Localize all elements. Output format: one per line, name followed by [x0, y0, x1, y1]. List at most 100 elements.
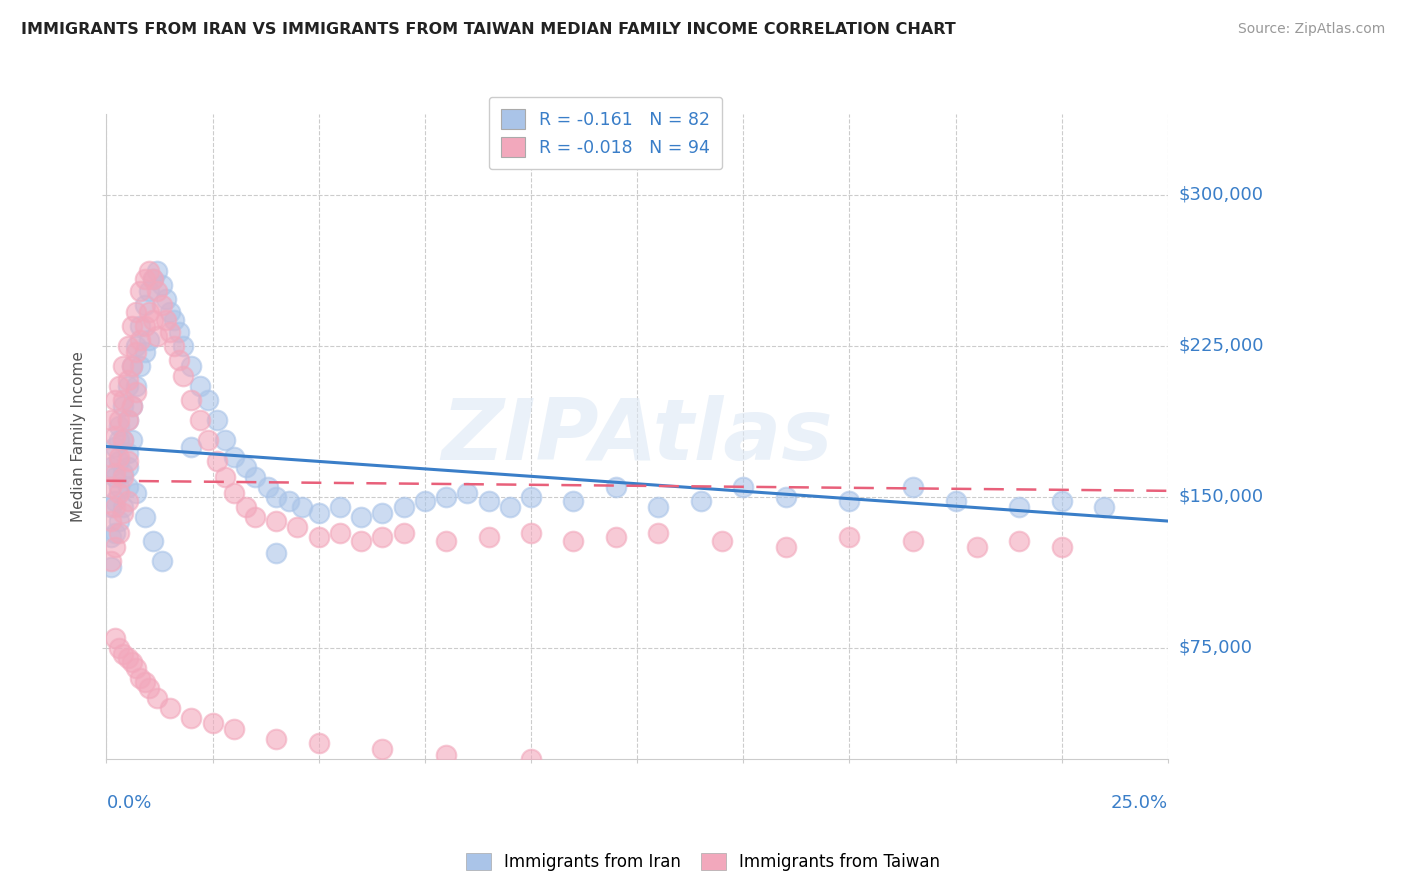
Point [121, 359, 143, 373]
Point [159, 325, 181, 339]
Point [371, 741, 394, 756]
Point [520, 526, 543, 541]
Point [142, 272, 165, 286]
Text: $75,000: $75,000 [1180, 639, 1253, 657]
Point [264, 546, 287, 560]
Point [100, 530, 122, 544]
Point [434, 534, 457, 549]
Point [256, 480, 278, 494]
Point [188, 413, 211, 427]
Point [456, 486, 478, 500]
Point [966, 540, 988, 554]
Point [117, 651, 139, 665]
Point [222, 722, 245, 736]
Point [117, 453, 139, 467]
Point [134, 344, 156, 359]
Point [901, 534, 924, 549]
Point [134, 675, 156, 690]
Point [121, 655, 143, 669]
Point [134, 298, 156, 312]
Point [100, 450, 122, 464]
Point [129, 671, 152, 685]
Point [138, 264, 160, 278]
Point [201, 715, 224, 730]
Point [1050, 494, 1073, 508]
Point [142, 534, 165, 549]
Point [945, 494, 967, 508]
Point [264, 514, 287, 528]
Point [520, 490, 543, 504]
Point [117, 379, 139, 393]
Point [235, 459, 257, 474]
Point [180, 711, 202, 725]
Point [413, 494, 436, 508]
Point [146, 691, 169, 706]
Text: $300,000: $300,000 [1180, 186, 1264, 203]
Point [243, 469, 266, 483]
Point [278, 494, 301, 508]
Point [159, 304, 181, 318]
Point [134, 510, 156, 524]
Point [308, 736, 330, 750]
Point [112, 647, 135, 661]
Point [197, 393, 219, 408]
Point [150, 554, 173, 568]
Point [146, 264, 169, 278]
Point [167, 325, 190, 339]
Point [264, 490, 287, 504]
Point [308, 506, 330, 520]
Point [108, 379, 131, 393]
Point [112, 359, 135, 373]
Point [117, 480, 139, 494]
Point [235, 500, 257, 514]
Point [287, 520, 309, 534]
Point [100, 500, 122, 514]
Text: IMMIGRANTS FROM IRAN VS IMMIGRANTS FROM TAIWAN MEDIAN FAMILY INCOME CORRELATION : IMMIGRANTS FROM IRAN VS IMMIGRANTS FROM … [21, 22, 956, 37]
Point [117, 413, 139, 427]
Point [125, 385, 148, 400]
Point [134, 318, 156, 333]
Point [104, 526, 127, 541]
Point [214, 469, 236, 483]
Point [163, 339, 186, 353]
Point [142, 312, 165, 326]
Point [125, 486, 148, 500]
Point [689, 494, 711, 508]
Point [180, 359, 202, 373]
Point [121, 434, 143, 448]
Text: $225,000: $225,000 [1180, 337, 1264, 355]
Point [100, 560, 122, 574]
Point [733, 480, 755, 494]
Point [129, 318, 152, 333]
Point [112, 434, 135, 448]
Point [104, 393, 127, 408]
Point [434, 747, 457, 762]
Point [222, 450, 245, 464]
Point [163, 312, 186, 326]
Point [138, 333, 160, 347]
Point [117, 373, 139, 387]
Point [129, 359, 152, 373]
Point [117, 445, 139, 459]
Point [308, 530, 330, 544]
Point [125, 379, 148, 393]
Point [100, 413, 122, 427]
Point [477, 530, 499, 544]
Point [172, 369, 194, 384]
Point [112, 466, 135, 480]
Point [108, 486, 131, 500]
Point [155, 293, 177, 307]
Point [205, 453, 228, 467]
Y-axis label: Median Family Income: Median Family Income [72, 351, 86, 522]
Point [138, 681, 160, 696]
Point [104, 429, 127, 443]
Point [329, 526, 352, 541]
Point [121, 359, 143, 373]
Point [100, 514, 122, 528]
Point [562, 494, 585, 508]
Point [159, 701, 181, 715]
Point [150, 298, 173, 312]
Point [108, 413, 131, 427]
Point [350, 534, 373, 549]
Point [125, 304, 148, 318]
